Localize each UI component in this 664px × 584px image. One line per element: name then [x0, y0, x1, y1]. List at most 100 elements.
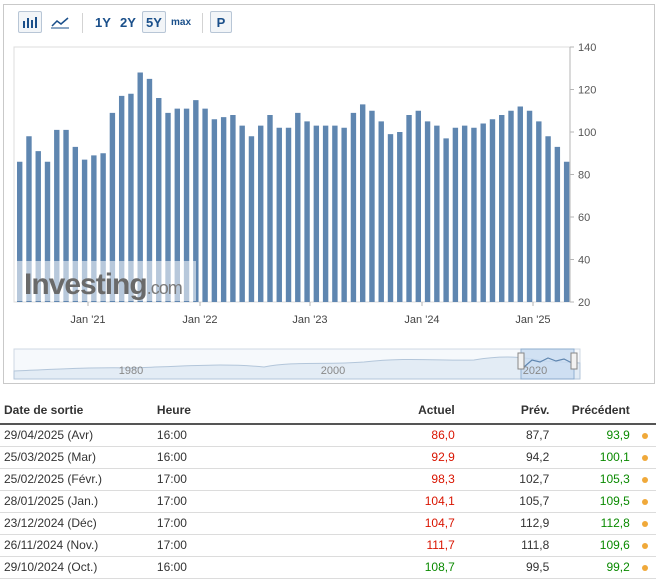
chart-bar [350, 112, 357, 303]
x-tick-label: Jan '22 [182, 314, 217, 326]
chart-bar [230, 115, 236, 302]
chart-bar [508, 110, 514, 302]
status-dot-icon[interactable] [641, 565, 648, 571]
chart-bar [545, 136, 551, 302]
chart-bar [91, 155, 97, 303]
chart-bar [499, 115, 505, 302]
chart-bar [471, 127, 477, 302]
table-row: 29/10/2024 (Oct.) 16:00 108,7 99,5 99,2 [0, 556, 656, 579]
range-1y-button[interactable]: 1Y [95, 14, 111, 30]
watermark-backdrop [16, 261, 196, 301]
table-body: 29/04/2025 (Avr) 16:00 86,0 87,7 93,9 25/03/2… [0, 424, 656, 579]
y-tick-label: 60 [578, 212, 590, 224]
line-chart-icon [51, 17, 69, 29]
chart-bar [563, 161, 570, 302]
chart-bar [452, 127, 459, 302]
table-row: 25/03/2025 (Mar) 16:00 92,9 94,2 100,1 [0, 446, 656, 469]
releases-table-area: Date de sortie Heure Actuel Prév. Précéd… [0, 396, 664, 579]
actual-value: 86,0 [323, 424, 455, 447]
header-time[interactable]: Heure [152, 396, 324, 425]
chart-bar [26, 136, 32, 302]
range-max-button[interactable]: max [170, 16, 191, 28]
chart-bar [100, 153, 106, 302]
navigator-window-series [523, 357, 573, 368]
chart-bar [211, 119, 218, 302]
chart-bar [526, 110, 533, 302]
status-dot-icon[interactable] [641, 499, 648, 505]
chart-bar [295, 112, 301, 303]
chart-bar [174, 108, 180, 303]
navigator-label: 1980 [119, 365, 143, 377]
status-dot-icon[interactable] [641, 477, 648, 483]
header-previous[interactable]: Précédent [549, 396, 630, 425]
chart-bar [359, 104, 366, 303]
status-dot-icon[interactable] [641, 543, 648, 549]
chart-bar [369, 110, 375, 302]
chart-bar [267, 115, 273, 302]
x-tick-label: Jan '24 [404, 314, 439, 326]
chart-bar [322, 125, 329, 303]
release-time: 17:00 [152, 512, 324, 535]
release-time: 16:00 [152, 446, 324, 469]
chart-bar [165, 112, 171, 303]
header-date[interactable]: Date de sortie [0, 396, 153, 425]
release-date: 25/02/2025 (Févr.) [0, 468, 153, 491]
table-row: 23/12/2024 (Déc) 17:00 104,7 112,9 112,8 [0, 512, 656, 535]
forecast-value: 105,7 [454, 490, 550, 513]
chart-bar [44, 161, 51, 302]
chart-bar [489, 119, 496, 302]
y-tick-label: 80 [578, 170, 590, 182]
chart-bar [406, 115, 412, 302]
previous-value: 112,8 [549, 512, 630, 535]
line-chart-button[interactable] [48, 11, 72, 33]
status-dot-cell [629, 446, 656, 469]
header-forecast[interactable]: Prév. [454, 396, 550, 425]
forecast-value: 102,7 [454, 468, 550, 491]
y-tick-label: 20 [578, 297, 590, 309]
chart-bar [156, 98, 162, 302]
toolbar-separator [82, 13, 83, 33]
chart-bar [378, 121, 384, 303]
navigator-window [520, 348, 575, 380]
chart-bar [128, 93, 134, 302]
chart-bar [239, 125, 245, 303]
status-dot-icon[interactable] [641, 433, 648, 440]
navigator-label: 2020 [523, 365, 547, 377]
toolbar-separator [202, 13, 203, 33]
previous-value: 109,6 [549, 534, 630, 557]
bar-chart-button[interactable] [18, 11, 42, 33]
y-tick-label: 100 [578, 127, 596, 139]
header-dot [629, 396, 656, 425]
release-date: 25/03/2025 (Mar) [0, 446, 153, 469]
p-button[interactable]: P [210, 11, 232, 33]
status-dot-icon[interactable] [641, 521, 648, 527]
chart-bar [415, 110, 422, 302]
release-time: 16:00 [152, 424, 324, 447]
release-date: 29/04/2025 (Avr) [0, 424, 153, 447]
forecast-value: 99,5 [454, 556, 550, 579]
status-dot-cell [629, 556, 656, 579]
releases-table: Date de sortie Heure Actuel Prév. Précéd… [0, 396, 656, 579]
watermark-logo: Investing.com [24, 268, 182, 301]
chart-bar [387, 134, 394, 303]
actual-value: 104,1 [323, 490, 455, 513]
previous-value: 93,9 [549, 424, 630, 447]
x-tick-label: Jan '23 [292, 314, 327, 326]
chart-bar [17, 161, 23, 302]
previous-value: 109,5 [549, 490, 630, 513]
chart-bar [276, 127, 282, 302]
chart-bar [81, 159, 88, 303]
x-tick-label: Jan '25 [515, 314, 550, 326]
navigator-handle-right [570, 352, 578, 370]
header-actual[interactable]: Actuel [323, 396, 455, 425]
chart-bar [424, 121, 431, 303]
range-5y-button[interactable]: 5Y [142, 11, 166, 33]
release-time: 16:00 [152, 556, 324, 579]
previous-value: 99,2 [549, 556, 630, 579]
release-date: 23/12/2024 (Déc) [0, 512, 153, 535]
release-time: 17:00 [152, 534, 324, 557]
chart-bar [434, 125, 440, 303]
range-2y-button[interactable]: 2Y [120, 14, 136, 30]
status-dot-cell [629, 468, 656, 491]
status-dot-icon[interactable] [641, 455, 648, 461]
